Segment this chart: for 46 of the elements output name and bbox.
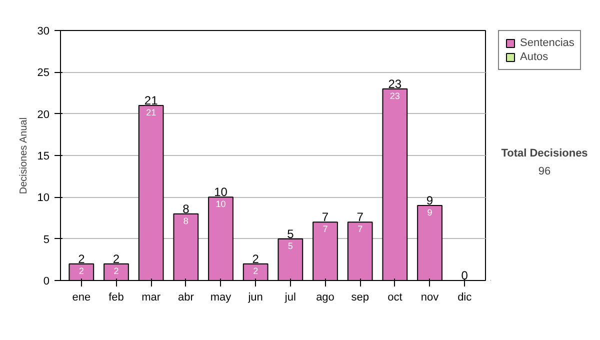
data-label: 21 bbox=[146, 108, 156, 118]
y-tick-label: 15 bbox=[37, 150, 50, 162]
x-tick-label: nov bbox=[420, 292, 440, 304]
total-label: 2 bbox=[78, 252, 86, 266]
x-tick-label: jun bbox=[247, 292, 263, 304]
data-label: 10 bbox=[216, 199, 226, 210]
data-label: 2 bbox=[114, 266, 119, 276]
y-tick-label: 5 bbox=[43, 234, 50, 246]
data-label: 8 bbox=[183, 216, 188, 226]
x-tick-label: abr bbox=[178, 292, 194, 304]
x-tick-label: ago bbox=[316, 292, 334, 304]
x-tick-label: feb bbox=[108, 292, 124, 304]
data-label: 2 bbox=[253, 266, 258, 276]
total-label: 9 bbox=[426, 194, 434, 208]
data-label: 9 bbox=[427, 208, 432, 218]
data-label: 5 bbox=[288, 240, 293, 251]
y-tick-label: 0 bbox=[43, 276, 50, 288]
total-label: 2 bbox=[252, 252, 260, 266]
text: 96 bbox=[538, 165, 551, 178]
y-tick-label: 20 bbox=[37, 108, 50, 121]
total-label: 5 bbox=[287, 226, 294, 241]
y-axis-title: Decisiones Anual bbox=[18, 117, 30, 194]
data-label: 7 bbox=[358, 224, 363, 234]
total-label: 7 bbox=[356, 210, 364, 224]
total-label: 2 bbox=[112, 252, 120, 266]
total-label: 10 bbox=[214, 185, 228, 200]
data-label: 23 bbox=[390, 90, 400, 101]
legend-label: Sentencias bbox=[520, 37, 574, 49]
x-tick-label: jul bbox=[284, 292, 296, 304]
legend-label: Autos bbox=[520, 51, 548, 63]
x-tick-label: oct bbox=[388, 292, 402, 304]
data-label: 7 bbox=[322, 224, 328, 234]
total-label: 21 bbox=[144, 94, 158, 108]
x-tick-label: ene bbox=[72, 292, 91, 304]
x-tick-label: may bbox=[210, 292, 232, 304]
total-label: 8 bbox=[182, 202, 190, 216]
y-tick-label: 10 bbox=[37, 192, 50, 204]
y-tick-label: 25 bbox=[37, 67, 50, 80]
x-tick-label: dic bbox=[458, 292, 472, 304]
x-tick-label: sep bbox=[351, 292, 369, 304]
x-tick-label: mar bbox=[142, 292, 161, 304]
text: Total Decisiones bbox=[501, 147, 588, 160]
y-tick-label: 30 bbox=[37, 26, 50, 38]
total-label: 23 bbox=[388, 76, 402, 91]
total-label: 7 bbox=[322, 210, 329, 224]
data-label: 2 bbox=[78, 266, 84, 276]
